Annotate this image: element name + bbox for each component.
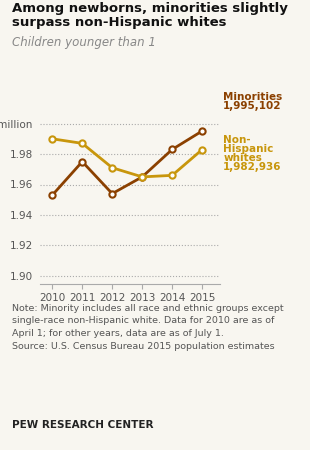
Text: Children younger than 1: Children younger than 1 (12, 36, 156, 49)
Text: Source: U.S. Census Bureau 2015 population estimates: Source: U.S. Census Bureau 2015 populati… (12, 342, 275, 351)
Text: single-race non-Hispanic white. Data for 2010 are as of: single-race non-Hispanic white. Data for… (12, 316, 275, 325)
Text: 1,982,936: 1,982,936 (223, 162, 282, 172)
Text: Among newborns, minorities slightly: Among newborns, minorities slightly (12, 2, 288, 15)
Text: Minorities: Minorities (223, 92, 282, 102)
Text: Hispanic: Hispanic (223, 144, 273, 154)
Text: 1,995,102: 1,995,102 (223, 101, 282, 111)
Text: whites: whites (223, 153, 262, 163)
Text: Note: Minority includes all race and ethnic groups except: Note: Minority includes all race and eth… (12, 304, 284, 313)
Text: PEW RESEARCH CENTER: PEW RESEARCH CENTER (12, 420, 154, 430)
Text: April 1; for other years, data are as of July 1.: April 1; for other years, data are as of… (12, 329, 224, 338)
Text: surpass non-Hispanic whites: surpass non-Hispanic whites (12, 16, 227, 29)
Text: Non-: Non- (223, 135, 251, 145)
